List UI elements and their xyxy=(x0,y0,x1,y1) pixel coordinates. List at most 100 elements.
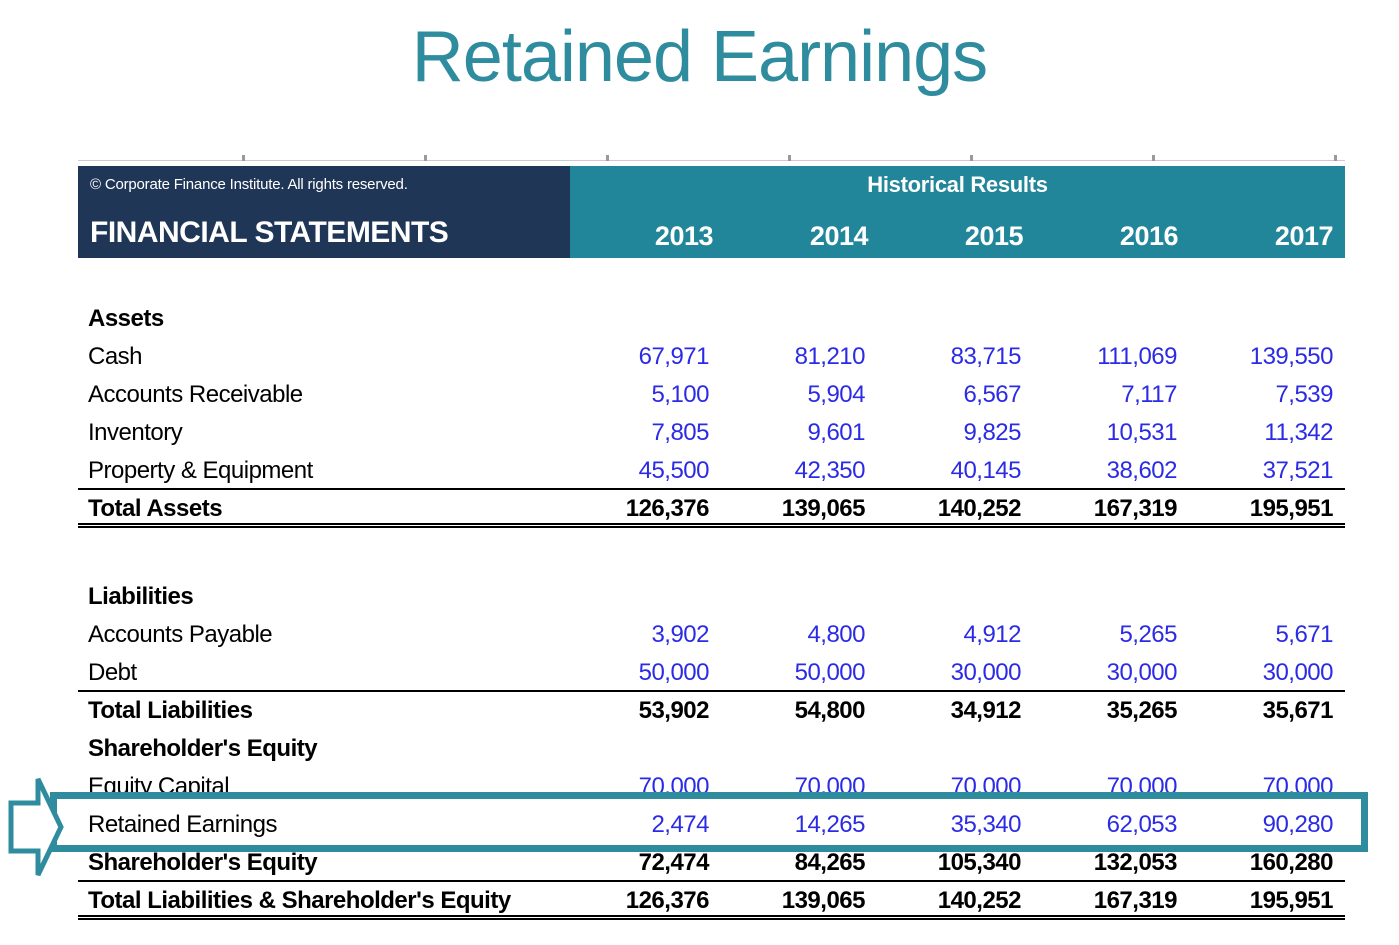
row-label: Cash xyxy=(88,343,143,370)
cell-value: 167,319 xyxy=(1093,887,1178,914)
cell-value: 5,265 xyxy=(1119,621,1177,648)
cell-value: 7,117 xyxy=(1121,381,1177,408)
cell-value xyxy=(565,730,721,768)
financial-table: Assets Cash 67,971 81,210 83,715 111,069 139,5… xyxy=(78,258,1345,920)
cell-value: 42,350 xyxy=(794,457,866,484)
cell-value xyxy=(721,730,877,768)
cell-value xyxy=(877,300,1033,338)
financial-statements-title: FINANCIAL STATEMENTS xyxy=(90,216,449,249)
table-row: Liabilities xyxy=(78,578,1345,616)
cell-value: 50,000 xyxy=(794,659,866,686)
cell-value: 34,912 xyxy=(950,697,1022,724)
row-label: Retained Earnings xyxy=(88,811,277,838)
table-row-highlighted: Retained Earnings 2,474 14,265 35,340 62,053… xyxy=(78,806,1345,844)
cell-value: 167,319 xyxy=(1093,495,1178,522)
cell-value xyxy=(1189,300,1345,338)
row-spacer xyxy=(78,258,1345,300)
cell-value: 11,342 xyxy=(1264,419,1333,446)
cell-value: 35,265 xyxy=(1106,697,1178,724)
cell-value: 30,000 xyxy=(950,659,1022,686)
row-label: Assets xyxy=(88,305,164,332)
cell-value: 30,000 xyxy=(1106,659,1178,686)
cell-value: 90,280 xyxy=(1262,811,1334,838)
cell-value xyxy=(1033,300,1189,338)
row-label: Property & Equipment xyxy=(88,457,313,484)
cell-value: 45,500 xyxy=(638,457,710,484)
row-label: Total Liabilities & Shareholder's Equity xyxy=(88,887,511,914)
cell-value: 30,000 xyxy=(1262,659,1334,686)
table-row: Cash 67,971 81,210 83,715 111,069 139,550 xyxy=(78,338,1345,376)
cell-value: 53,902 xyxy=(638,697,710,724)
row-label: Shareholder's Equity xyxy=(88,849,318,876)
cell-value: 4,800 xyxy=(807,621,865,648)
row-label: Total Liabilities xyxy=(88,697,253,724)
cell-value: 195,951 xyxy=(1249,495,1334,522)
cell-value xyxy=(1033,730,1189,768)
cell-value xyxy=(565,578,721,616)
cell-value: 54,800 xyxy=(794,697,866,724)
table-row: Shareholder's Equity 72,474 84,265 105,340 1… xyxy=(78,844,1345,882)
arrow-right-icon xyxy=(8,773,64,881)
retained-earnings-highlight-box xyxy=(50,792,1368,852)
cell-value: 72,474 xyxy=(638,849,710,876)
table-row: Total Assets 126,376 139,065 140,252 167,319… xyxy=(78,490,1345,528)
cell-value: 140,252 xyxy=(937,495,1022,522)
cell-value: 81,210 xyxy=(794,343,866,370)
table-row: Total Liabilities & Shareholder's Equity… xyxy=(78,882,1345,920)
year-header: 2016 xyxy=(1119,221,1179,251)
cell-value: 126,376 xyxy=(625,495,710,522)
cell-value: 37,521 xyxy=(1262,457,1334,484)
cell-value xyxy=(721,578,877,616)
cell-value: 160,280 xyxy=(1249,849,1334,876)
row-label: Inventory xyxy=(88,419,183,446)
table-row: Accounts Payable 3,902 4,800 4,912 5,265 5,67… xyxy=(78,616,1345,654)
table-row: Property & Equipment 45,500 42,350 40,145 38… xyxy=(78,452,1345,490)
cell-value xyxy=(1189,578,1345,616)
row-label: Shareholder's Equity xyxy=(88,735,318,762)
cell-value: 38,602 xyxy=(1106,457,1178,484)
cell-value: 50,000 xyxy=(638,659,710,686)
cell-value: 62,053 xyxy=(1106,811,1178,838)
historical-results-label: Historical Results xyxy=(867,172,1048,197)
cell-value: 111,069 xyxy=(1097,343,1177,370)
cell-value xyxy=(1033,578,1189,616)
cell-value: 84,265 xyxy=(794,849,866,876)
cell-value: 35,340 xyxy=(950,811,1022,838)
cell-value: 5,671 xyxy=(1275,621,1333,648)
table-header: © Corporate Finance Institute. All right… xyxy=(78,166,1345,258)
cell-value: 5,904 xyxy=(807,381,865,408)
cell-value: 126,376 xyxy=(625,887,710,914)
row-spacer xyxy=(78,528,1345,578)
cell-value: 9,825 xyxy=(963,419,1021,446)
gridline-stub xyxy=(78,155,1345,161)
cell-value xyxy=(877,730,1033,768)
cell-value: 10,531 xyxy=(1106,419,1178,446)
cell-value xyxy=(1189,730,1345,768)
cell-value: 6,567 xyxy=(963,381,1021,408)
table-row: Inventory 7,805 9,601 9,825 10,531 11,342 xyxy=(78,414,1345,452)
cell-value: 35,671 xyxy=(1262,697,1334,724)
page-title: Retained Earnings xyxy=(411,17,988,97)
cell-value: 7,539 xyxy=(1275,381,1333,408)
cell-value: 139,065 xyxy=(781,887,866,914)
cell-value: 132,053 xyxy=(1093,849,1178,876)
table-row: Accounts Receivable 5,100 5,904 6,567 7,117 7… xyxy=(78,376,1345,414)
cell-value: 14,265 xyxy=(794,811,866,838)
cell-value: 2,474 xyxy=(651,811,709,838)
cell-value: 9,601 xyxy=(807,419,865,446)
table-row: Shareholder's Equity xyxy=(78,730,1345,768)
cell-value: 139,065 xyxy=(781,495,866,522)
year-header: 2014 xyxy=(809,221,869,251)
cell-value: 5,100 xyxy=(651,381,709,408)
cell-value: 105,340 xyxy=(937,849,1022,876)
cell-value: 83,715 xyxy=(950,343,1022,370)
table-row: Assets xyxy=(78,300,1345,338)
cell-value: 40,145 xyxy=(950,457,1022,484)
cell-value xyxy=(565,300,721,338)
row-label: Accounts Receivable xyxy=(88,381,303,408)
row-label: Liabilities xyxy=(88,583,194,610)
year-header: 2017 xyxy=(1274,221,1334,251)
years-row: 2013 2014 2015 2016 2017 xyxy=(570,221,1345,252)
row-label: Debt xyxy=(88,659,137,686)
